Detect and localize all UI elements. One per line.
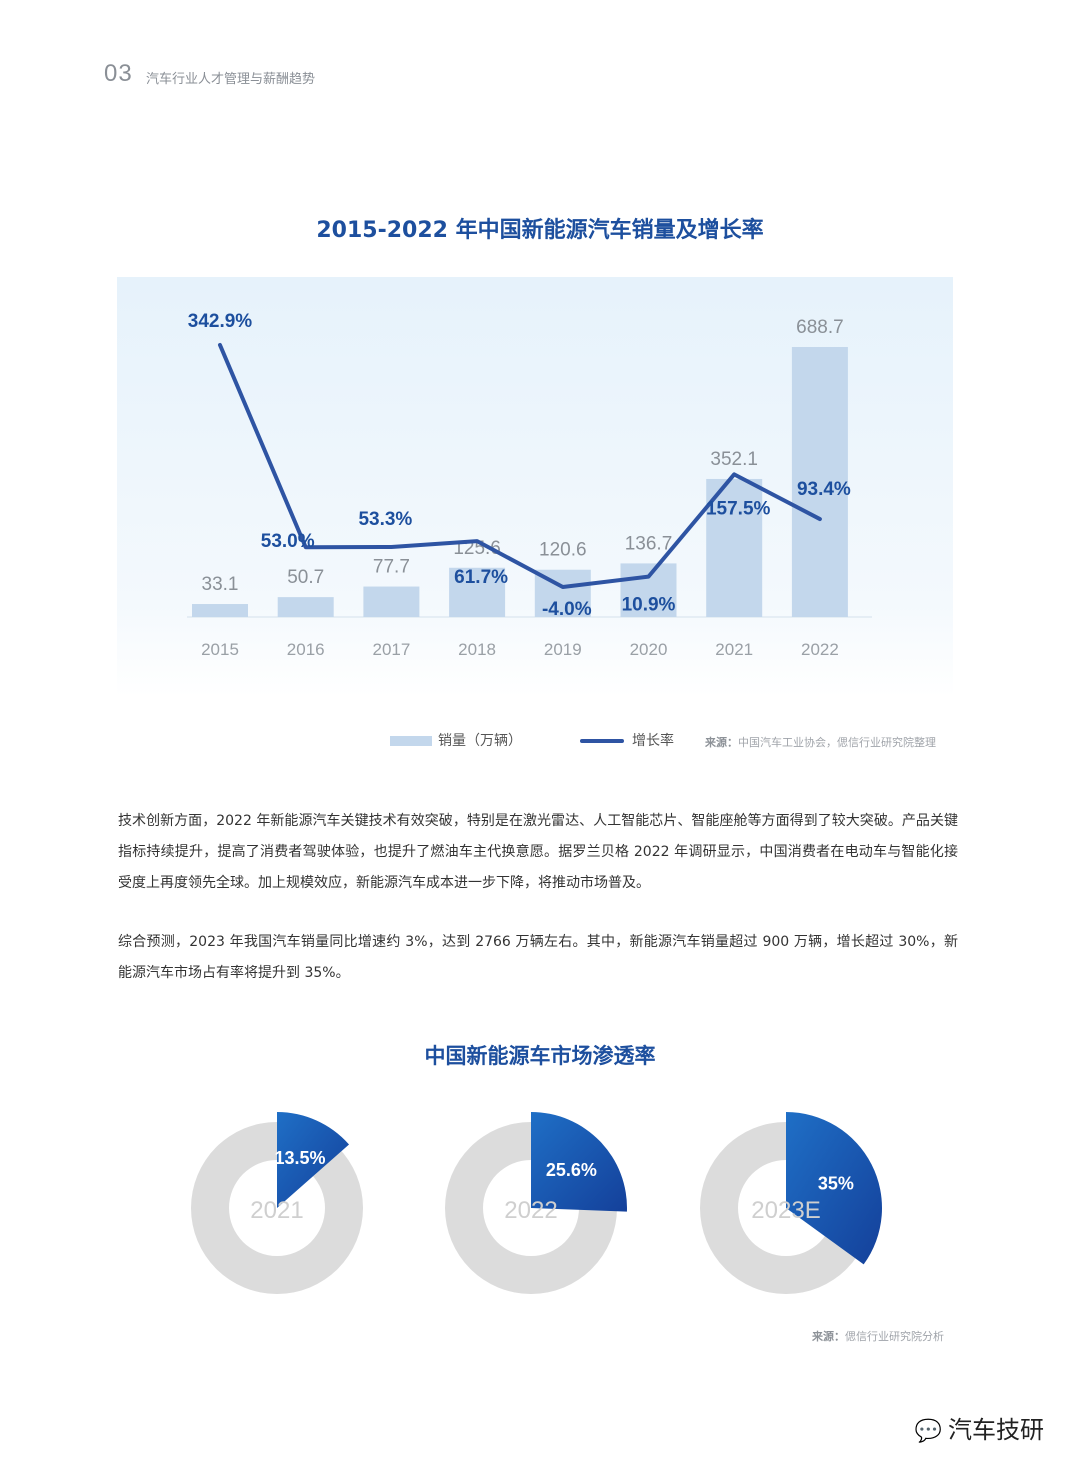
growth-line — [218, 343, 822, 589]
x-tick-2018: 2018 — [458, 640, 496, 659]
wechat-icon: 💬 — [914, 1419, 942, 1444]
x-tick-2021: 2021 — [715, 640, 753, 659]
section-title: 汽车行业人才管理与薪酬趋势 — [146, 72, 316, 87]
bar-2015 — [192, 604, 248, 617]
bar-2017 — [363, 586, 420, 617]
donut-value-2022: 25.6% — [546, 1160, 597, 1180]
x-tick-2015: 2015 — [201, 640, 239, 659]
x-tick-2019: 2019 — [544, 640, 582, 659]
x-tick-2016: 2016 — [287, 640, 325, 659]
donut-value-2021: 13.5% — [275, 1148, 326, 1168]
bar-2022 — [791, 347, 848, 617]
legend-swatch-line — [580, 739, 624, 743]
x-tick-2022: 2022 — [801, 640, 839, 659]
paragraph-tech: 技术创新方面，2022 年新能源汽车关键技术有效突破，特别是在激光雷达、人工智能… — [118, 813, 958, 891]
donut-center-2023E: 2023E — [751, 1197, 820, 1224]
chart-title-sales: 2015-2022 年中国新能源汽车销量及增长率 — [316, 218, 764, 243]
legend-item-growth: 增长率 — [580, 730, 674, 750]
growth-label-2019: -4.0% — [542, 599, 592, 620]
bar-label-2017: 77.7 — [373, 557, 410, 578]
donut-center-2022: 2022 — [504, 1197, 557, 1224]
chart-title-penetration: 中国新能源车市场渗透率 — [424, 1044, 656, 1068]
growth-label-2022: 93.4% — [797, 479, 851, 500]
x-tick-2020: 2020 — [630, 640, 668, 659]
section-number: 03 — [104, 60, 133, 87]
chart1-source: 来源：中国汽车工业协会，偲信行业研究院整理 — [705, 736, 936, 749]
watermark: 💬 汽车技研 — [915, 1410, 1044, 1445]
bar-label-2022: 688.7 — [796, 317, 844, 338]
donut-center-2021: 2021 — [250, 1197, 303, 1224]
bar-label-2015: 33.1 — [202, 574, 239, 595]
growth-label-2016: 53.0% — [261, 531, 315, 552]
donut-slice-2023E — [786, 1112, 882, 1265]
bar-label-2016: 50.7 — [287, 567, 324, 588]
legend-swatch-bar — [390, 736, 432, 746]
donut-value-2023E: 35% — [818, 1174, 854, 1194]
legend-label-growth: 增长率 — [632, 733, 674, 749]
x-tick-2017: 2017 — [372, 640, 410, 659]
bar-2020 — [620, 563, 677, 617]
legend-label-sales: 销量（万辆） — [438, 733, 522, 749]
watermark-text: 汽车技研 — [948, 1416, 1044, 1444]
legend-item-sales: 销量（万辆） — [390, 730, 522, 750]
growth-label-2017: 53.3% — [358, 509, 412, 530]
donut-slice-2021 — [277, 1112, 350, 1208]
growth-label-2018: 61.7% — [454, 567, 508, 588]
growth-label-2020: 10.9% — [622, 595, 676, 616]
chart2-source: 来源：偲信行业研究院分析 — [812, 1330, 944, 1343]
donut-slice-2022 — [531, 1112, 627, 1212]
growth-label-2015: 342.9% — [188, 311, 253, 332]
bar-2018 — [449, 567, 506, 617]
bar-label-2019: 120.6 — [539, 540, 587, 561]
bar-2016 — [277, 597, 334, 617]
penetration-donuts: 2021 13.5% 2022 25.6% 2023E 35% — [190, 1112, 882, 1295]
bar-label-2021: 352.1 — [710, 449, 758, 470]
bar-2021 — [706, 478, 763, 617]
paragraph-forecast: 综合预测，2023 年我国汽车销量同比增速约 3%，达到 2766 万辆左右。其… — [118, 934, 958, 981]
bar-label-2020: 136.7 — [625, 533, 673, 554]
growth-label-2021: 157.5% — [706, 498, 771, 519]
